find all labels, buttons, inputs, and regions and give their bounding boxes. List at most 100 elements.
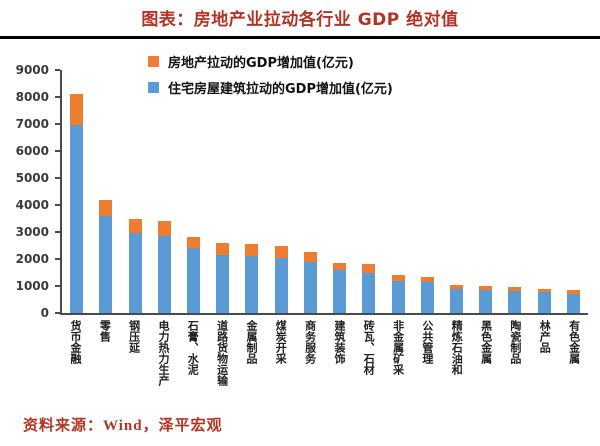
category-label: 林产品 (538, 320, 552, 353)
y-tick-mark (55, 312, 60, 314)
x-category: 精炼石油和 (441, 320, 470, 386)
x-category: 商务服务 (295, 320, 324, 386)
category-label: 零售 (98, 320, 112, 342)
bar-segment-housing (391, 280, 405, 313)
bar-segment-property (420, 276, 434, 282)
y-tick-label: 2000 (15, 252, 49, 266)
stacked-bar (479, 286, 493, 313)
bar-segment-property (274, 245, 288, 258)
category-label: 黑色金属 (479, 320, 493, 364)
stacked-bar (216, 242, 230, 313)
y-tick-mark (55, 96, 60, 98)
stacked-bar (303, 252, 317, 313)
y-tick-mark (55, 69, 60, 71)
stacked-bar (70, 94, 84, 313)
stacked-bar (449, 284, 463, 313)
bar-segment-housing (70, 125, 84, 313)
x-category: 电力热力生产 (148, 320, 177, 386)
y-tick-label: 7000 (15, 117, 49, 131)
category-label: 金属制品 (244, 320, 258, 364)
bar-segment-property (479, 286, 493, 291)
x-category: 黑色金属 (471, 320, 500, 386)
legend-swatch-blue-icon (148, 82, 159, 93)
y-tick-label: 0 (40, 306, 49, 320)
bar-segment-property (303, 252, 317, 262)
x-category: 钢压延 (119, 320, 148, 386)
stacked-bar (508, 287, 522, 313)
legend-swatch-orange-icon (148, 56, 159, 67)
chart-legend: 房地产拉动的GDP增加值(亿元) 住宅房屋建筑拉动的GDP增加值(亿元) (148, 52, 393, 97)
x-category: 煤炭开采 (265, 320, 294, 386)
category-label: 钢压延 (127, 320, 141, 353)
x-category: 非金属矿采 (383, 320, 412, 386)
x-category: 货币金融 (60, 320, 89, 386)
legend-item-property: 房地产拉动的GDP增加值(亿元) (148, 52, 393, 71)
category-label: 道路货物运输 (215, 320, 229, 386)
y-tick-label: 9000 (15, 63, 49, 77)
category-label: 石膏、水泥 (186, 320, 200, 375)
y-tick-mark (55, 231, 60, 233)
stacked-bar (128, 218, 142, 313)
stacked-bar (245, 244, 259, 313)
bar-segment-property (537, 288, 551, 292)
y-tick-label: 4000 (15, 198, 49, 212)
legend-label-property: 房地产拉动的GDP增加值(亿元) (168, 56, 354, 71)
bar-segment-property (508, 287, 522, 292)
stacked-bar (391, 275, 405, 313)
y-tick-label: 6000 (15, 144, 49, 158)
y-tick-label: 3000 (15, 225, 49, 239)
bar-segment-property (449, 284, 463, 289)
category-label: 建筑装饰 (332, 320, 346, 364)
stacked-bar (420, 276, 434, 313)
title-divider (0, 36, 600, 39)
category-label: 煤炭开采 (274, 320, 288, 364)
plot-area (55, 69, 588, 315)
category-label: 砖瓦、石材 (362, 320, 376, 375)
x-category: 建筑装饰 (324, 320, 353, 386)
stacked-bar (537, 288, 551, 313)
category-label: 商务服务 (303, 320, 317, 364)
x-category: 陶瓷制品 (500, 320, 529, 386)
bar-segment-housing (333, 269, 347, 313)
bar-segment-housing (508, 291, 522, 313)
bar-segment-housing (274, 257, 288, 313)
x-category: 道路货物运输 (207, 320, 236, 386)
bar-segment-housing (362, 272, 376, 313)
stacked-bar (157, 221, 171, 313)
stacked-bar (186, 237, 200, 313)
bar-segment-housing (479, 290, 493, 313)
bar-segment-housing (157, 236, 171, 313)
x-category: 金属制品 (236, 320, 265, 386)
category-label: 公共管理 (420, 320, 434, 364)
bar-segment-housing (420, 281, 434, 313)
bar-segment-property (391, 275, 405, 281)
bar-segment-housing (128, 233, 142, 313)
x-axis-labels: 货币金融 零售 钢压延 电力热力生产 石膏、水泥 道路货物运输 金属制品 煤炭开采 商务服务 建筑… (60, 320, 588, 386)
x-category: 林产品 (529, 320, 558, 386)
y-tick-label: 5000 (15, 171, 49, 185)
y-tick-mark (55, 204, 60, 206)
y-tick-label: 1000 (15, 279, 49, 293)
y-tick-label: 8000 (15, 90, 49, 104)
bar-segment-property (245, 244, 259, 257)
stacked-bar (274, 245, 288, 313)
bar-segment-property (157, 221, 171, 237)
source-note: 资料来源：Wind，泽平宏观 (23, 418, 223, 434)
bar-segment-property (362, 264, 376, 273)
category-label: 电力热力生产 (156, 320, 170, 386)
chart-title: 图表：房地产业拉动各行业 GDP 绝对值 (141, 10, 459, 30)
y-tick-mark (55, 285, 60, 287)
bar-segment-housing (537, 291, 551, 313)
stacked-bar (99, 199, 113, 313)
stacked-bar (566, 290, 580, 313)
x-category: 零售 (89, 320, 118, 386)
stacked-bar (333, 263, 347, 313)
y-tick-mark (55, 150, 60, 152)
legend-label-housing: 住宅房屋建筑拉动的GDP增加值(亿元) (168, 82, 393, 97)
bar-segment-property (70, 94, 84, 126)
bar-segment-housing (566, 293, 580, 313)
y-axis: 0 1000 2000 3000 4000 5000 6000 7000 8000 9000 (0, 63, 57, 320)
category-label: 货币金融 (68, 320, 82, 364)
bar-segment-housing (216, 254, 230, 313)
